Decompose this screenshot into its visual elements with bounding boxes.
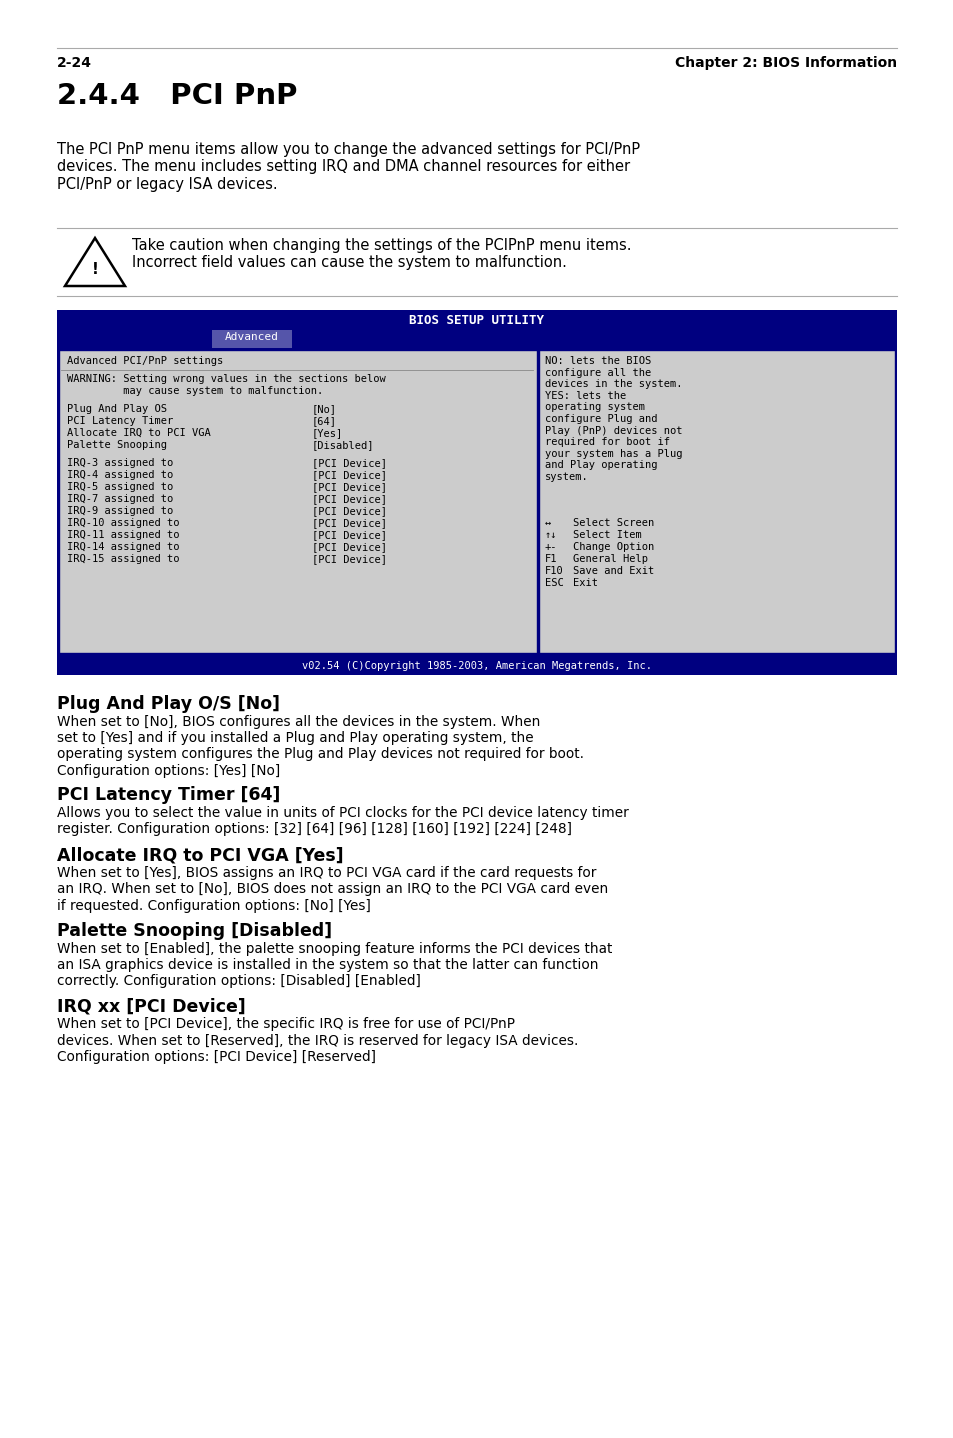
Text: [PCI Device]: [PCI Device] (312, 506, 387, 516)
FancyBboxPatch shape (59, 349, 537, 653)
Text: Select Screen: Select Screen (573, 518, 654, 528)
Text: Take caution when changing the settings of the PCIPnP menu items.
Incorrect fiel: Take caution when changing the settings … (132, 239, 631, 270)
Text: F1: F1 (544, 554, 557, 564)
Text: IRQ-4 assigned to: IRQ-4 assigned to (67, 470, 173, 480)
Text: [PCI Device]: [PCI Device] (312, 518, 387, 528)
Text: Allocate IRQ to PCI VGA [Yes]: Allocate IRQ to PCI VGA [Yes] (57, 846, 343, 864)
Text: The PCI PnP menu items allow you to change the advanced settings for PCI/PnP
dev: The PCI PnP menu items allow you to chan… (57, 142, 639, 191)
Text: [PCI Device]: [PCI Device] (312, 554, 387, 564)
Text: [PCI Device]: [PCI Device] (312, 531, 387, 541)
Text: 2-24: 2-24 (57, 56, 91, 70)
Text: F10: F10 (544, 567, 563, 577)
Text: NO: lets the BIOS
configure all the
devices in the system.
YES: lets the
operati: NO: lets the BIOS configure all the devi… (544, 357, 681, 482)
Text: Palette Snooping [Disabled]: Palette Snooping [Disabled] (57, 922, 332, 940)
Text: [PCI Device]: [PCI Device] (312, 457, 387, 467)
Text: [PCI Device]: [PCI Device] (312, 470, 387, 480)
FancyBboxPatch shape (538, 349, 894, 653)
Text: BIOS SETUP UTILITY: BIOS SETUP UTILITY (409, 313, 544, 326)
Text: When set to [Yes], BIOS assigns an IRQ to PCI VGA card if the card requests for
: When set to [Yes], BIOS assigns an IRQ t… (57, 866, 608, 913)
Text: IRQ-11 assigned to: IRQ-11 assigned to (67, 531, 179, 541)
Text: [Yes]: [Yes] (312, 429, 343, 439)
Text: Advanced: Advanced (225, 332, 278, 342)
Text: Plug And Play O/S [No]: Plug And Play O/S [No] (57, 695, 280, 713)
Text: Save and Exit: Save and Exit (573, 567, 654, 577)
Text: [No]: [No] (312, 404, 336, 414)
Text: [PCI Device]: [PCI Device] (312, 495, 387, 503)
Text: General Help: General Help (573, 554, 647, 564)
FancyBboxPatch shape (59, 653, 894, 674)
Text: ↑↓: ↑↓ (544, 531, 557, 541)
Text: Allows you to select the value in units of PCI clocks for the PCI device latency: Allows you to select the value in units … (57, 805, 628, 835)
Text: When set to [Enabled], the palette snooping feature informs the PCI devices that: When set to [Enabled], the palette snoop… (57, 942, 612, 988)
Text: Select Item: Select Item (573, 531, 641, 541)
Text: Palette Snooping: Palette Snooping (67, 440, 167, 450)
Text: v02.54 (C)Copyright 1985-2003, American Megatrends, Inc.: v02.54 (C)Copyright 1985-2003, American … (302, 661, 651, 672)
Text: IRQ-5 assigned to: IRQ-5 assigned to (67, 482, 173, 492)
Text: PCI Latency Timer [64]: PCI Latency Timer [64] (57, 785, 280, 804)
Text: PCI Latency Timer: PCI Latency Timer (67, 416, 173, 426)
Text: When set to [PCI Device], the specific IRQ is free for use of PCI/PnP
devices. W: When set to [PCI Device], the specific I… (57, 1018, 578, 1064)
FancyBboxPatch shape (212, 329, 292, 348)
Text: IRQ-9 assigned to: IRQ-9 assigned to (67, 506, 173, 516)
Text: IRQ xx [PCI Device]: IRQ xx [PCI Device] (57, 998, 246, 1015)
Text: !: ! (91, 263, 98, 278)
Text: IRQ-14 assigned to: IRQ-14 assigned to (67, 542, 179, 552)
Text: WARNING: Setting wrong values in the sections below
         may cause system to: WARNING: Setting wrong values in the sec… (67, 374, 385, 395)
Text: When set to [No], BIOS configures all the devices in the system. When
set to [Ye: When set to [No], BIOS configures all th… (57, 715, 583, 778)
Text: [Disabled]: [Disabled] (312, 440, 375, 450)
Text: IRQ-7 assigned to: IRQ-7 assigned to (67, 495, 173, 503)
FancyBboxPatch shape (57, 311, 896, 674)
Text: ↔: ↔ (544, 518, 551, 528)
Text: 2.4.4   PCI PnP: 2.4.4 PCI PnP (57, 82, 297, 109)
Text: Change Option: Change Option (573, 542, 654, 552)
Text: [PCI Device]: [PCI Device] (312, 542, 387, 552)
Text: Exit: Exit (573, 578, 598, 588)
Text: ESC: ESC (544, 578, 563, 588)
Text: IRQ-15 assigned to: IRQ-15 assigned to (67, 554, 179, 564)
Text: Plug And Play OS: Plug And Play OS (67, 404, 167, 414)
Text: IRQ-3 assigned to: IRQ-3 assigned to (67, 457, 173, 467)
Text: [PCI Device]: [PCI Device] (312, 482, 387, 492)
Text: +-: +- (544, 542, 557, 552)
Text: IRQ-10 assigned to: IRQ-10 assigned to (67, 518, 179, 528)
Text: Chapter 2: BIOS Information: Chapter 2: BIOS Information (674, 56, 896, 70)
Text: [64]: [64] (312, 416, 336, 426)
Text: Advanced PCI/PnP settings: Advanced PCI/PnP settings (67, 357, 223, 367)
Text: Allocate IRQ to PCI VGA: Allocate IRQ to PCI VGA (67, 429, 211, 439)
